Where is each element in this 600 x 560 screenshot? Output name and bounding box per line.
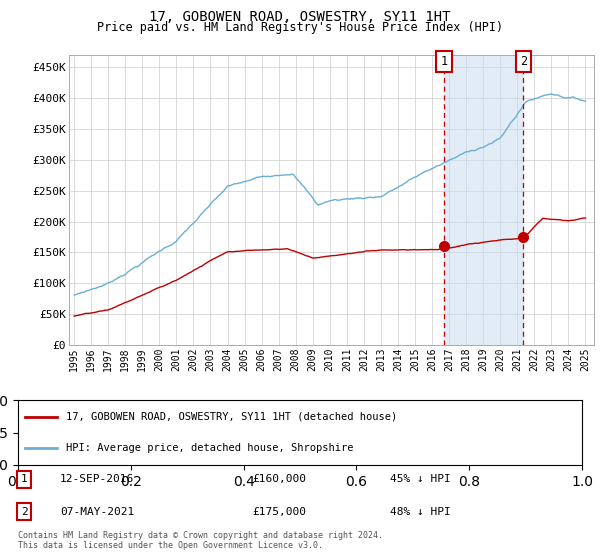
Text: 07-MAY-2021: 07-MAY-2021 — [60, 507, 134, 517]
Text: 17, GOBOWEN ROAD, OSWESTRY, SY11 1HT: 17, GOBOWEN ROAD, OSWESTRY, SY11 1HT — [149, 10, 451, 24]
Text: Price paid vs. HM Land Registry's House Price Index (HPI): Price paid vs. HM Land Registry's House … — [97, 21, 503, 34]
Text: 45% ↓ HPI: 45% ↓ HPI — [390, 474, 451, 484]
Text: HPI: Average price, detached house, Shropshire: HPI: Average price, detached house, Shro… — [66, 443, 353, 453]
Text: 1: 1 — [20, 474, 28, 484]
Text: 2: 2 — [520, 55, 527, 68]
Text: £160,000: £160,000 — [252, 474, 306, 484]
Text: Contains HM Land Registry data © Crown copyright and database right 2024.
This d: Contains HM Land Registry data © Crown c… — [18, 531, 383, 550]
Text: 48% ↓ HPI: 48% ↓ HPI — [390, 507, 451, 517]
Bar — [444, 55, 523, 345]
Text: 12-SEP-2016: 12-SEP-2016 — [60, 474, 134, 484]
Text: £175,000: £175,000 — [252, 507, 306, 517]
Text: 17, GOBOWEN ROAD, OSWESTRY, SY11 1HT (detached house): 17, GOBOWEN ROAD, OSWESTRY, SY11 1HT (de… — [66, 412, 397, 422]
Text: 2: 2 — [20, 507, 28, 517]
Text: 1: 1 — [440, 55, 448, 68]
